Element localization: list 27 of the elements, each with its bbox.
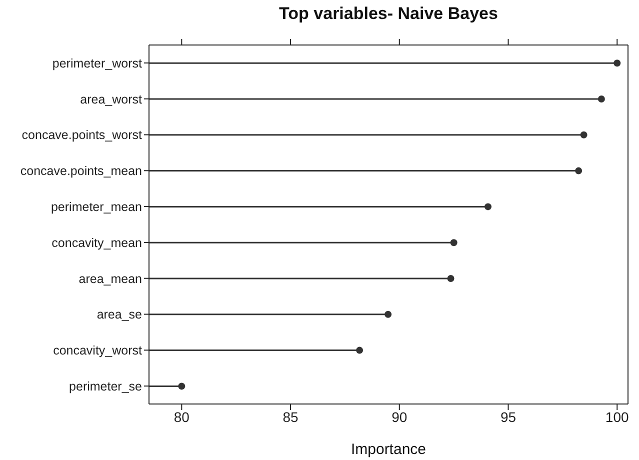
point — [580, 131, 588, 138]
x-tick-label: 80 — [174, 408, 190, 425]
y-tick-label: perimeter_worst — [52, 56, 143, 70]
point — [614, 60, 621, 67]
point — [598, 95, 605, 102]
point — [178, 382, 186, 390]
point — [356, 346, 364, 354]
x-tick-label: 95 — [500, 408, 516, 425]
y-tick-label: concavity_mean — [52, 236, 142, 250]
x-tick-label: 85 — [282, 408, 299, 425]
point — [575, 167, 582, 174]
x-tick-label: 100 — [605, 408, 630, 425]
y-tick-label: concave.points_mean — [20, 164, 142, 178]
point — [384, 310, 392, 318]
y-tick-label: concavity_worst — [53, 344, 143, 358]
x-tick-label: 90 — [392, 408, 408, 425]
y-tick-label: perimeter_mean — [50, 200, 142, 214]
y-tick-label: area_worst — [80, 92, 143, 106]
y-tick-label: concave.points_worst — [22, 128, 143, 142]
point — [484, 203, 492, 210]
chart-title: Top variables- Naive Bayes — [278, 4, 499, 24]
y-tick-label: area_mean — [78, 272, 142, 286]
point — [447, 274, 454, 282]
point — [450, 239, 458, 246]
x-axis-title: Importance — [350, 441, 426, 458]
y-tick-label: area_se — [96, 308, 142, 322]
y-tick-label: perimeter_se — [69, 379, 142, 394]
